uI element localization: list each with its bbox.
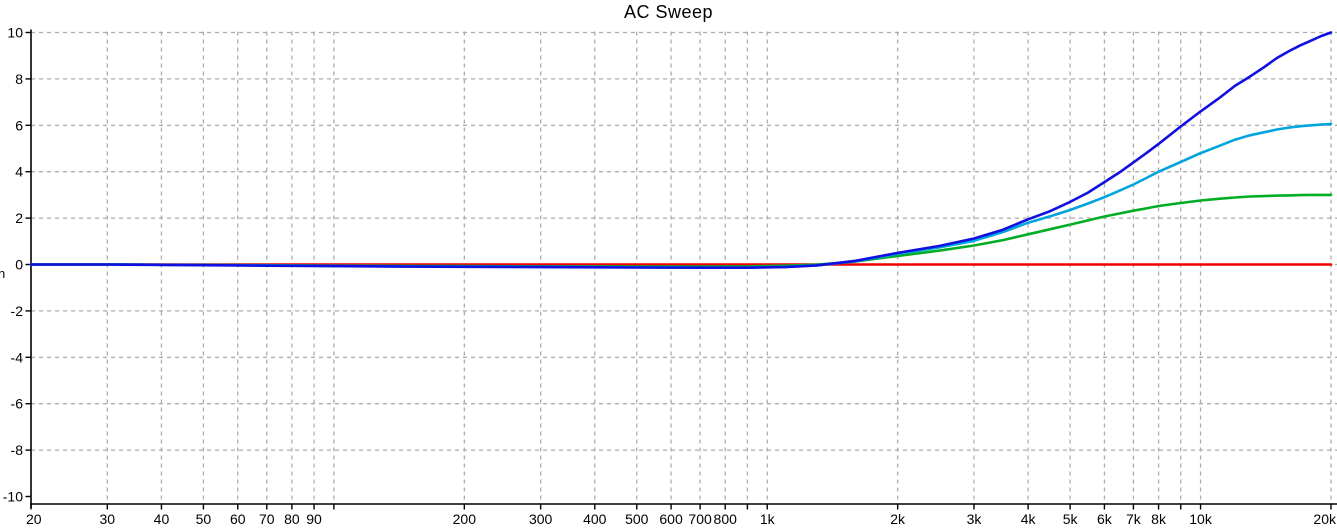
y-tick-label: 6 — [15, 117, 23, 133]
x-tick-label: 2k — [890, 511, 906, 527]
y-tick-label: -8 — [11, 442, 24, 458]
x-tick-label: 20k — [1313, 511, 1337, 527]
y-tick-label: 0 — [15, 257, 23, 273]
y-tick-label: -6 — [11, 396, 24, 412]
x-tick-label: 1k — [760, 511, 776, 527]
x-tick-label: 7k — [1126, 511, 1142, 527]
chart-title: AC Sweep — [623, 2, 714, 22]
x-tick-label: 700 — [688, 511, 712, 527]
x-tick-label: 600 — [659, 511, 683, 527]
x-tick-label: 200 — [453, 511, 477, 527]
x-tick-label: 10k — [1189, 511, 1213, 527]
trace-cyan — [29, 122, 1333, 269]
x-tick-label: 3k — [967, 511, 983, 527]
y-tick-label: 4 — [15, 164, 23, 180]
x-tick-label: 80 — [284, 511, 300, 527]
y-axis-title-fragment: n — [0, 266, 6, 281]
x-tick-label: 30 — [100, 511, 116, 527]
x-tick-label: 50 — [196, 511, 212, 527]
x-tick-label: 6k — [1097, 511, 1113, 527]
x-tick-label: 70 — [259, 511, 275, 527]
y-tick-label: -2 — [11, 303, 24, 319]
x-tick-label: 800 — [714, 511, 738, 527]
y-tick-label: 2 — [15, 210, 23, 226]
x-tick-label: 40 — [154, 511, 170, 527]
x-tick-label: 20 — [26, 511, 42, 527]
x-tick-label: 60 — [230, 511, 246, 527]
x-tick-label: 90 — [306, 511, 322, 527]
x-tick-label: 8k — [1151, 511, 1167, 527]
x-tick-label: 5k — [1063, 511, 1079, 527]
y-tick-label: -10 — [3, 489, 23, 505]
trace-blue — [29, 31, 1333, 270]
trace-green — [29, 193, 1333, 268]
y-tick-label: 10 — [7, 25, 23, 41]
y-tick-label: 8 — [15, 71, 23, 87]
x-tick-label: 400 — [583, 511, 607, 527]
x-tick-label: 300 — [529, 511, 553, 527]
y-tick-label: -4 — [11, 349, 24, 365]
x-tick-label: 500 — [625, 511, 649, 527]
x-tick-label: 4k — [1021, 511, 1037, 527]
